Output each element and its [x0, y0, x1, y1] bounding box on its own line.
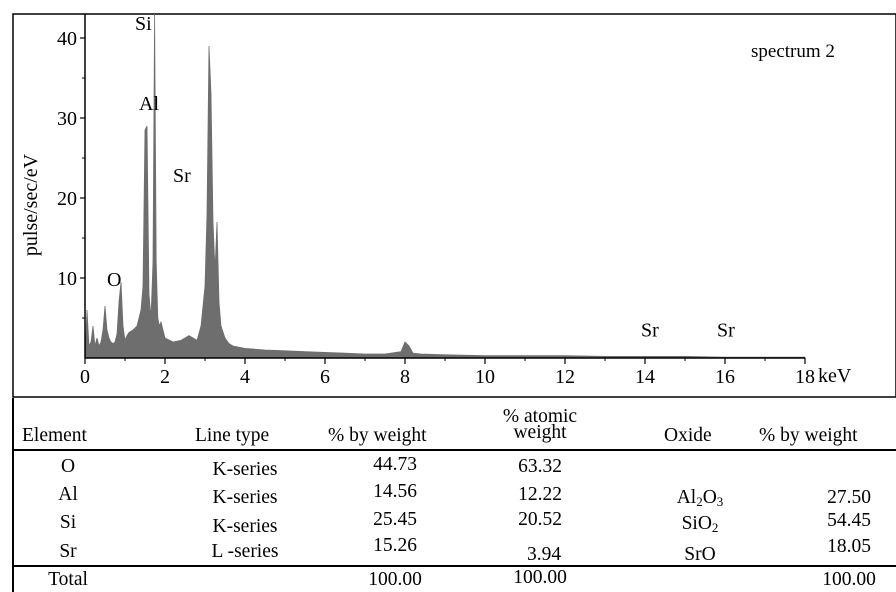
x-tick-label: 2 [160, 366, 170, 388]
peak-label: Sr [717, 319, 735, 341]
x-tick-label: 14 [635, 366, 655, 388]
header-oxide: Oxide [664, 425, 712, 446]
x-tick-label: 6 [320, 366, 330, 388]
x-tick-label: 8 [400, 366, 410, 388]
row-element: Al [58, 484, 78, 505]
total-oxide-pct: 100.00 [822, 569, 876, 590]
row-pct-weight: 14.56 [373, 481, 417, 502]
peak-label: Sr [641, 319, 659, 341]
row-oxide: SrO [684, 544, 716, 565]
row-oxide-pct: 54.45 [827, 510, 871, 531]
header-line-type: Line type [195, 425, 270, 446]
row-line-type: K-series [212, 459, 278, 480]
x-tick-label: 16 [715, 366, 735, 388]
table-left-border [12, 398, 14, 592]
header-oxide-pct: % by weight [759, 425, 858, 446]
row-oxide: Al2O3 [676, 487, 724, 509]
peak-label: Sr [173, 165, 191, 187]
y-tick-label: 30 [57, 108, 77, 130]
y-axis-label: pulse/sec/eV [20, 153, 42, 256]
total-pct-weight: 100.00 [368, 569, 422, 590]
x-tick-label: 18 [795, 366, 815, 388]
row-pct-weight: 44.73 [373, 454, 417, 475]
composition-table: Element Line type % by weight % atomic w… [12, 398, 896, 592]
row-atomic: 12.22 [518, 484, 562, 505]
peak-label: O [107, 269, 121, 291]
x-tick-label: 0 [80, 366, 90, 388]
y-tick-label: 10 [57, 268, 77, 290]
row-pct-weight: 25.45 [373, 509, 417, 530]
total-divider [12, 565, 896, 567]
row-element: O [60, 456, 76, 477]
x-tick-label: 12 [555, 366, 575, 388]
peak-label: Al [139, 93, 159, 115]
row-line-type: L -series [211, 541, 279, 562]
row-oxide-pct: 27.50 [827, 487, 871, 508]
header-atomic-1: % atomic [502, 406, 578, 427]
total-label: Total [48, 569, 88, 590]
chart-frame [12, 13, 896, 398]
total-atomic: 100.00 [513, 567, 567, 588]
header-element: Element [22, 425, 87, 446]
spectrum-chart: 0 2 4 6 8 10 12 14 16 18 10 20 30 40 Si Al Sr O Sr Sr spect… [12, 13, 896, 398]
y-tick-label: 20 [57, 188, 77, 210]
peak-label: Si [135, 13, 152, 35]
row-line-type: K-series [212, 487, 278, 508]
x-tick-label: 4 [240, 366, 250, 388]
row-element: Sr [59, 541, 77, 562]
row-pct-weight: 15.26 [373, 535, 417, 556]
row-atomic: 20.52 [518, 509, 562, 530]
row-line-type: K-series [212, 516, 278, 537]
row-oxide-pct: 18.05 [827, 536, 871, 557]
spectrum-area [84, 13, 806, 359]
row-oxide: SiO2 [681, 513, 719, 535]
row-element: Si [59, 512, 77, 533]
header-atomic-2: weight [513, 422, 567, 443]
y-tick-label: 40 [57, 28, 77, 50]
row-atomic: 3.94 [526, 544, 562, 565]
x-tick-label: 10 [475, 366, 495, 388]
chart-title: spectrum 2 [751, 41, 835, 62]
row-atomic: 63.32 [518, 456, 562, 477]
x-axis-label: keV [818, 365, 852, 387]
header-divider [12, 449, 896, 451]
header-pct-weight: % by weight [328, 425, 427, 446]
